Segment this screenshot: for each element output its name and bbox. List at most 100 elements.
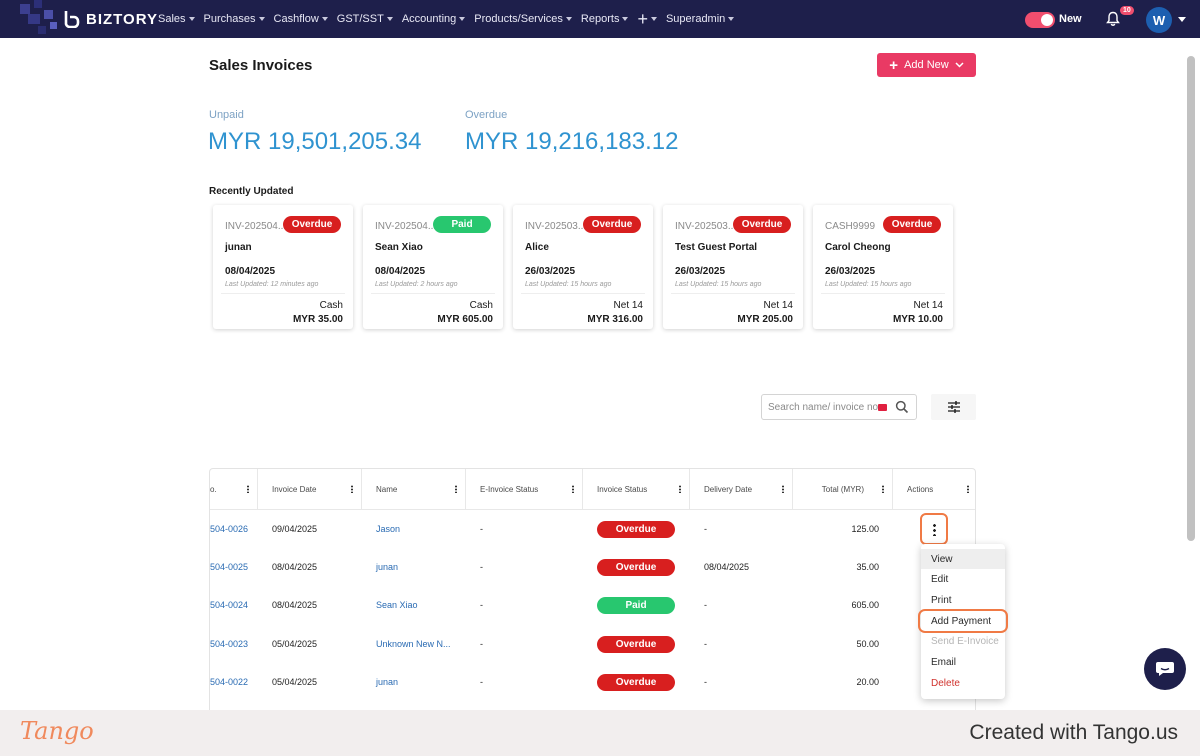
- column-header-name[interactable]: Name: [362, 469, 466, 510]
- column-label: Total (MYR): [821, 485, 864, 494]
- column-menu-icon[interactable]: [679, 485, 681, 493]
- scrollbar[interactable]: [1187, 56, 1195, 541]
- nav-quick-add[interactable]: +: [637, 9, 657, 30]
- column-menu-icon[interactable]: [967, 485, 969, 493]
- nav-superadmin[interactable]: Superadmin: [666, 13, 735, 25]
- column-menu-icon[interactable]: [351, 485, 353, 493]
- column-label: Actions: [907, 485, 934, 494]
- card-date: 26/03/2025: [525, 266, 576, 277]
- card-amount: MYR 205.00: [737, 314, 793, 325]
- menu-item-print[interactable]: Print: [931, 594, 952, 606]
- tango-logo: Tango: [20, 717, 94, 745]
- column-header-e-invoice-status[interactable]: E-Invoice Status: [466, 469, 583, 510]
- customer-name-link[interactable]: Unknown New N...: [376, 639, 451, 649]
- recently-updated-heading: Recently Updated: [209, 186, 294, 197]
- click-highlight: [918, 609, 1008, 633]
- search-icon[interactable]: [895, 400, 909, 414]
- logo-pattern: [50, 22, 57, 29]
- invoices-table: o. Invoice Date Name E-Invoice Status In…: [209, 468, 976, 718]
- invoice-number-link[interactable]: 504-0022: [210, 677, 249, 687]
- add-new-button[interactable]: + Add New: [877, 53, 976, 77]
- delivery-date: -: [704, 677, 707, 687]
- invoice-date: 05/04/2025: [272, 639, 318, 649]
- overdue-label: Overdue: [465, 109, 508, 121]
- customer-name-link[interactable]: Jason: [376, 524, 401, 534]
- nav-gst-sst[interactable]: GST/SST: [337, 13, 393, 25]
- column-label: Invoice Status: [597, 485, 648, 494]
- nav-cashflow[interactable]: Cashflow: [274, 13, 328, 25]
- column-header-delivery-date[interactable]: Delivery Date: [690, 469, 793, 510]
- chevron-down-icon[interactable]: [1178, 17, 1186, 22]
- e-invoice-status: -: [480, 600, 483, 610]
- unpaid-total: MYR 19,501,205.34: [208, 128, 422, 155]
- delivery-date: -: [704, 600, 707, 610]
- menu-item-edit[interactable]: Edit: [931, 573, 949, 585]
- table-row[interactable]: 504-0025 08/04/2025 junan - Overdue 08/0…: [210, 548, 975, 586]
- bell-icon[interactable]: [1105, 11, 1121, 27]
- card-date: 26/03/2025: [825, 266, 876, 277]
- column-menu-icon[interactable]: [455, 485, 457, 493]
- recent-invoice-card[interactable]: INV-202503... Overdue Test Guest Portal …: [663, 205, 803, 329]
- nav-sales[interactable]: Sales: [158, 13, 195, 25]
- card-payment-term: Cash: [319, 300, 343, 311]
- column-header-actions[interactable]: Actions: [893, 469, 975, 510]
- avatar[interactable]: W: [1146, 7, 1172, 33]
- nav-products-services[interactable]: Products/Services: [474, 13, 572, 25]
- card-last-updated: Last Updated: 12 minutes ago: [225, 281, 319, 288]
- search-box: [761, 394, 917, 420]
- column-header-total[interactable]: Total (MYR): [793, 469, 893, 510]
- card-invoice-number: INV-202504...: [225, 221, 287, 232]
- column-header-invoice-status[interactable]: Invoice Status: [583, 469, 690, 510]
- table-row[interactable]: 504-0024 08/04/2025 Sean Xiao - Paid - 6…: [210, 586, 975, 624]
- recent-invoice-card[interactable]: INV-202504... Overdue junan 08/04/2025 L…: [213, 205, 353, 329]
- main-menu: Sales Purchases Cashflow GST/SST Account…: [158, 0, 743, 38]
- chat-icon: [1156, 662, 1174, 676]
- page-title: Sales Invoices: [209, 57, 313, 74]
- filter-button[interactable]: [931, 394, 976, 420]
- menu-item-email[interactable]: Email: [931, 656, 957, 668]
- card-status-badge: Paid: [433, 216, 491, 233]
- chat-button[interactable]: [1144, 648, 1186, 690]
- menu-item-add-payment[interactable]: Add Payment: [931, 615, 992, 627]
- recent-invoice-card[interactable]: INV-202503... Overdue Alice 26/03/2025 L…: [513, 205, 653, 329]
- recent-invoice-card[interactable]: INV-202504... Paid Sean Xiao 08/04/2025 …: [363, 205, 503, 329]
- customer-name-link[interactable]: Sean Xiao: [376, 600, 418, 610]
- invoice-number-link[interactable]: 504-0026: [210, 524, 249, 534]
- table-row[interactable]: 504-0022 05/04/2025 junan - Overdue - 20…: [210, 663, 975, 701]
- customer-name-link[interactable]: junan: [376, 677, 399, 687]
- menu-item-delete[interactable]: Delete: [931, 677, 960, 689]
- invoice-number-link[interactable]: 504-0023: [210, 639, 249, 649]
- card-status-badge: Overdue: [883, 216, 941, 233]
- total-amount: 35.00: [856, 562, 879, 572]
- nav-purchases[interactable]: Purchases: [204, 13, 265, 25]
- biztory-logo-icon: [64, 11, 80, 28]
- delivery-date: 08/04/2025: [704, 562, 750, 572]
- invoice-number-link[interactable]: 504-0025: [210, 562, 249, 572]
- nav-label: Sales: [158, 13, 186, 25]
- search-input[interactable]: [768, 400, 882, 414]
- column-menu-icon[interactable]: [782, 485, 784, 493]
- top-navbar: BIZTORY Sales Purchases Cashflow GST/SST…: [0, 0, 1200, 38]
- customer-name-link[interactable]: junan: [376, 562, 399, 572]
- nav-accounting[interactable]: Accounting: [402, 13, 466, 25]
- table-row[interactable]: 504-0023 05/04/2025 Unknown New N... - O…: [210, 625, 975, 663]
- nav-label: Purchases: [203, 13, 256, 25]
- chevron-down-icon: [565, 17, 572, 21]
- logo[interactable]: BIZTORY: [0, 0, 158, 38]
- row-actions-button[interactable]: [920, 513, 948, 545]
- new-ui-toggle[interactable]: [1025, 12, 1055, 28]
- card-invoice-number: INV-202503...: [525, 221, 587, 232]
- column-header-invoice-no[interactable]: o.: [210, 469, 258, 510]
- add-new-label: Add New: [904, 59, 949, 71]
- recent-invoice-card[interactable]: CASH9999 Overdue Carol Cheong 26/03/2025…: [813, 205, 953, 329]
- status-badge: Overdue: [597, 558, 675, 576]
- column-menu-icon[interactable]: [247, 485, 249, 493]
- nav-reports[interactable]: Reports: [581, 13, 629, 25]
- column-menu-icon[interactable]: [572, 485, 574, 493]
- column-header-invoice-date[interactable]: Invoice Date: [258, 469, 362, 510]
- invoice-number-link[interactable]: 504-0024: [210, 600, 249, 610]
- table-row[interactable]: 504-0026 09/04/2025 Jason - Overdue - 12…: [210, 510, 975, 548]
- invoice-date: 09/04/2025: [272, 524, 318, 534]
- column-menu-icon[interactable]: [882, 485, 884, 493]
- menu-item-view[interactable]: View: [921, 549, 1005, 569]
